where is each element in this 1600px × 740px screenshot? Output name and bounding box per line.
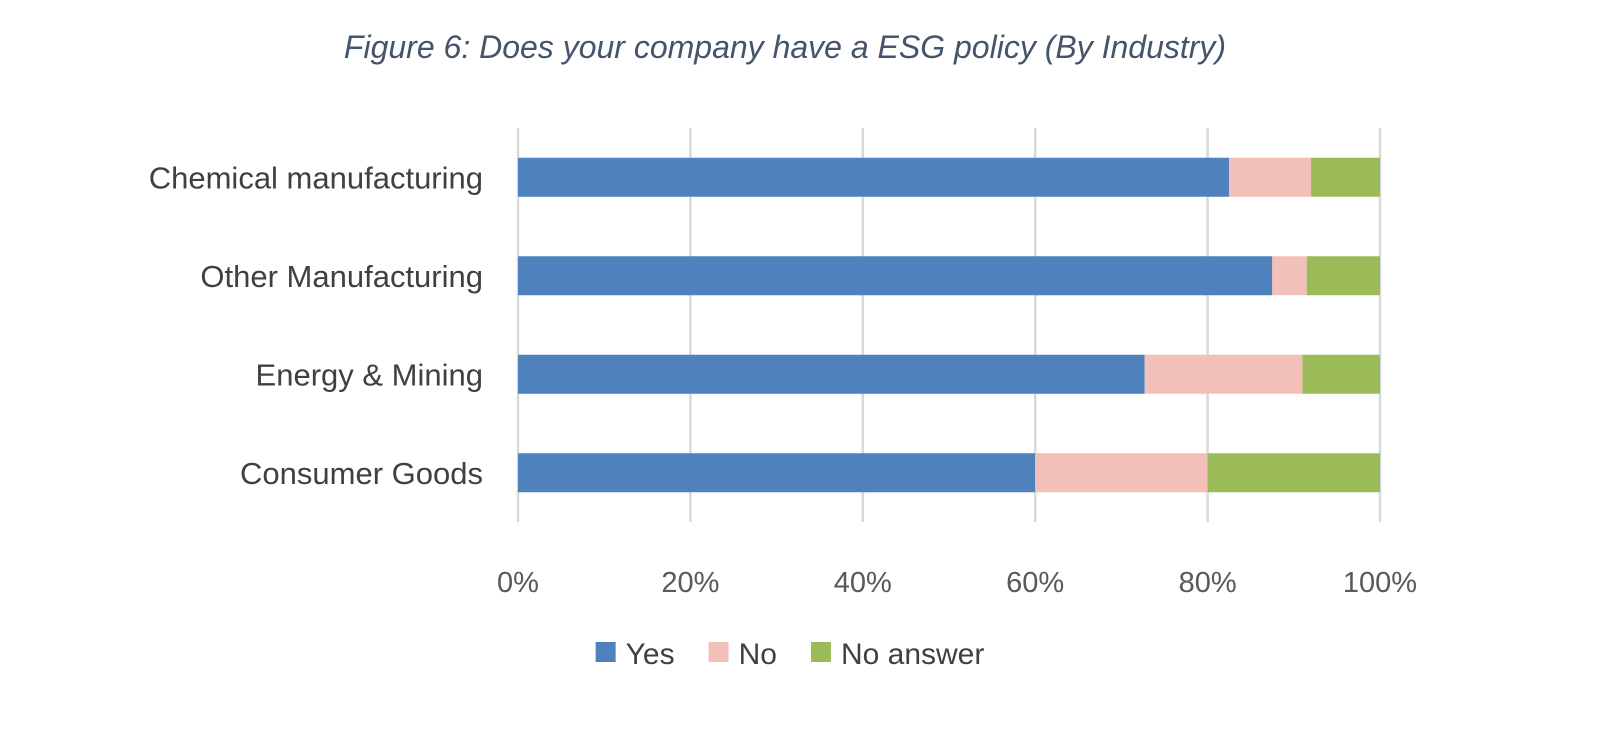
bar-segment-yes [518, 157, 1230, 197]
category-label: Consumer Goods [240, 456, 483, 491]
bar-segment-yes [518, 256, 1273, 296]
legend-swatch [810, 642, 831, 662]
bar-segment-no-answer [1302, 354, 1380, 394]
legend-label: No answer [841, 638, 984, 671]
legend-swatch [595, 642, 616, 662]
bar-segment-no [1229, 157, 1312, 197]
bar-segment-no [1272, 256, 1307, 296]
legend-item: No [708, 638, 777, 671]
bar-segment-no [1144, 354, 1303, 394]
chart-title: Figure 6: Does your company have a ESG p… [344, 29, 1226, 65]
bar-segment-yes [518, 354, 1145, 394]
x-axis-tick-labels: 0% 20% 40% 60% 80% 100% [497, 567, 1417, 599]
category-label: Other Manufacturing [200, 259, 483, 294]
legend-label: No [739, 638, 777, 671]
category-label: Energy & Mining [256, 357, 483, 392]
bars [518, 157, 1380, 493]
x-tick-label: 80% [1179, 567, 1237, 599]
legend-swatch [708, 642, 729, 662]
legend: Yes No No answer [595, 638, 984, 671]
x-tick-label: 0% [497, 567, 539, 599]
category-labels: Chemical manufacturing Other Manufacturin… [149, 160, 483, 491]
x-tick-label: 60% [1006, 567, 1064, 599]
bar-segment-no [1035, 453, 1208, 493]
bar-segment-no-answer [1311, 157, 1380, 197]
legend-item: No answer [810, 638, 984, 671]
bar-segment-no-answer [1207, 453, 1380, 493]
bar-segment-no-answer [1306, 256, 1380, 296]
x-tick-label: 100% [1343, 567, 1417, 599]
x-tick-label: 40% [834, 567, 892, 599]
category-label: Chemical manufacturing [149, 160, 483, 195]
legend-item: Yes [595, 638, 675, 671]
bar-segment-yes [518, 453, 1036, 493]
legend-label: Yes [626, 638, 675, 671]
x-tick-label: 20% [661, 567, 719, 599]
